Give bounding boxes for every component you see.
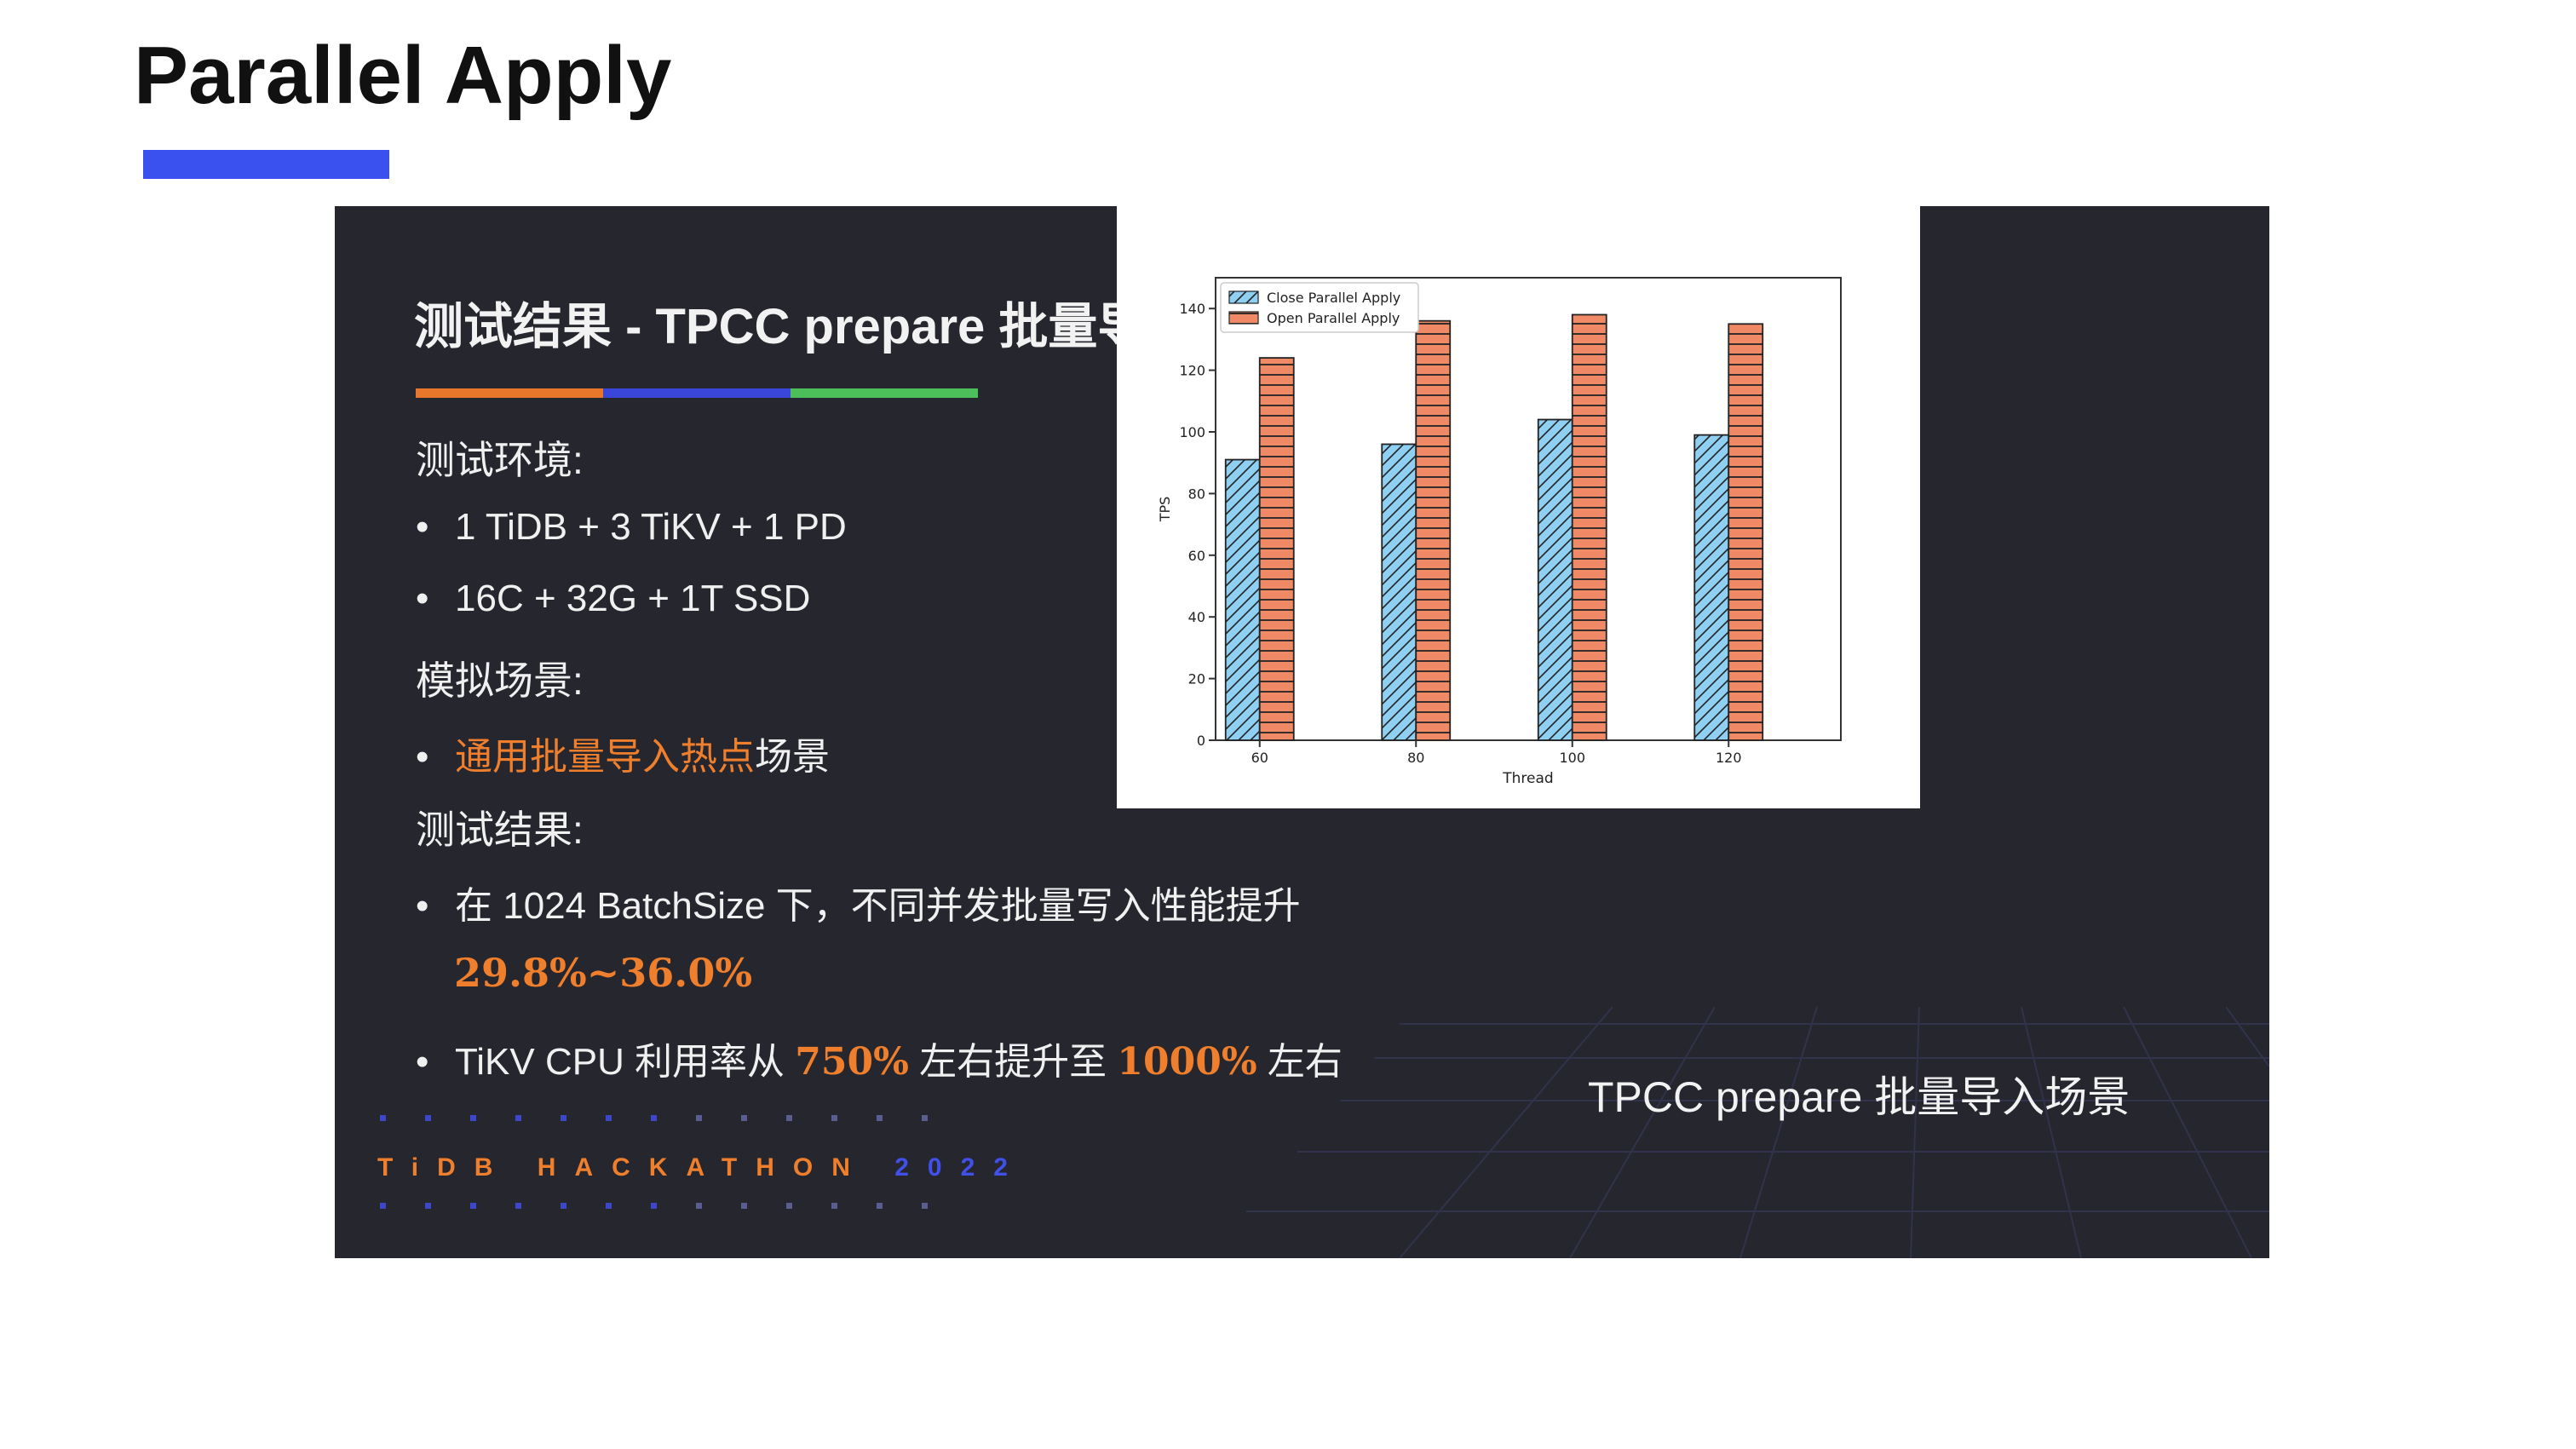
decor-dot (786, 1203, 792, 1209)
result-2-to: 1000% (1117, 1040, 1257, 1084)
env-heading: 测试环境: (416, 438, 584, 482)
x-tick-label: 100 (1559, 750, 1585, 766)
bar-open-120 (1728, 323, 1764, 741)
hackathon-year: 2022 (894, 1153, 1026, 1182)
legend-swatch (1228, 311, 1259, 325)
y-tick-label: 140 (1179, 301, 1205, 317)
y-tick-label: 20 (1188, 671, 1205, 687)
perspective-grid-decoration (1246, 1006, 2269, 1258)
scenario-heading: 模拟场景: (416, 658, 584, 703)
decor-dot (561, 1203, 566, 1209)
result-heading: 测试结果: (416, 808, 584, 852)
decor-dot (696, 1115, 702, 1121)
x-tick-label: 120 (1716, 750, 1742, 766)
decor-dot (470, 1203, 476, 1209)
bullet-dot: • (416, 736, 429, 778)
bullet-dot: • (416, 506, 429, 548)
x-axis-label: Thread (1502, 770, 1553, 787)
env-item-1: • 1 TiDB + 3 TiKV + 1 PD (416, 506, 847, 549)
bullet-dot: • (416, 1041, 429, 1083)
y-tick-label: 120 (1179, 363, 1205, 379)
decor-dot (741, 1115, 747, 1121)
result-1-value: 29.8%~36.0% (454, 950, 753, 996)
legend-swatch (1228, 290, 1259, 304)
decor-dot (515, 1203, 521, 1209)
legend-label: Close Parallel Apply (1267, 290, 1400, 306)
bar-open-60 (1258, 357, 1295, 741)
bar-close-100 (1537, 418, 1573, 741)
hackathon-tidb: TiDB (377, 1153, 512, 1182)
bar-open-100 (1571, 313, 1607, 741)
result-1-text: 在 1024 BatchSize 下，不同并发批量写入性能提升 (455, 885, 1301, 927)
decor-dot (741, 1203, 747, 1209)
decor-dot (515, 1115, 521, 1121)
tps-chart: 0 20 40 60 80 100 120 140 60 80 100 120 Thread TPS Clo… (1117, 206, 1920, 808)
divider-segment-green (791, 388, 978, 398)
decor-dot (922, 1115, 928, 1121)
result-item-2: • TiKV CPU 利用率从 750% 左右提升至 1000% 左右 (416, 1031, 1343, 1085)
decor-dot (651, 1115, 657, 1121)
divider-segment-orange (416, 388, 603, 398)
tricolor-divider (416, 388, 978, 398)
env-item-text: 16C + 32G + 1T SSD (455, 578, 811, 619)
bar-close-80 (1381, 443, 1417, 741)
y-tick-label: 100 (1179, 424, 1205, 440)
page-title: Parallel Apply (134, 30, 672, 121)
bullet-dot: • (416, 578, 429, 619)
result-2-from: 750% (795, 1040, 909, 1084)
result-2-suffix: 左右 (1256, 1041, 1343, 1083)
scenario-rest: 场景 (755, 736, 830, 778)
decor-dot (561, 1115, 566, 1121)
decor-dot (651, 1203, 657, 1209)
x-tick-label: 80 (1407, 750, 1424, 766)
result-2-prefix: TiKV CPU 利用率从 (455, 1041, 796, 1083)
bar-close-60 (1224, 458, 1261, 741)
title-accent-bar (143, 150, 389, 179)
dot-row-top (380, 1115, 928, 1121)
chart-caption: TPCC prepare 批量导入场景 (1588, 1073, 2130, 1121)
decor-dot (877, 1115, 883, 1121)
decor-dot (380, 1203, 386, 1209)
x-tick-label: 60 (1251, 750, 1268, 766)
result-item-1: • 在 1024 BatchSize 下，不同并发批量写入性能提升 (416, 875, 1301, 929)
legend-label: Open Parallel Apply (1267, 310, 1400, 326)
hackathon-word: HACKATHON (537, 1153, 869, 1182)
y-tick-label: 40 (1188, 609, 1205, 625)
decor-dot (831, 1115, 837, 1121)
scenario-highlight: 通用批量导入热点 (455, 736, 755, 778)
env-item-2: • 16C + 32G + 1T SSD (416, 578, 810, 620)
decor-dot (470, 1115, 476, 1121)
legend-box (1220, 282, 1419, 333)
decor-dot (425, 1115, 431, 1121)
slide-title: 测试结果 - TPCC prepare 批量导入 (414, 299, 1197, 354)
decor-dot (831, 1203, 837, 1209)
bullet-dot: • (416, 885, 429, 927)
bar-close-120 (1693, 434, 1730, 741)
decor-dot (696, 1203, 702, 1209)
y-tick-label: 60 (1188, 548, 1205, 564)
dot-row-bottom (380, 1203, 928, 1209)
y-tick-label: 0 (1197, 733, 1205, 749)
y-axis-label: TPS (1157, 497, 1173, 523)
decor-dot (606, 1115, 612, 1121)
plot-frame (1215, 277, 1842, 741)
divider-segment-blue (603, 388, 791, 398)
decor-dot (425, 1203, 431, 1209)
decor-dot (877, 1203, 883, 1209)
decor-dot (606, 1203, 612, 1209)
hackathon-banner: TiDB HACKATHON 2022 (377, 1153, 1026, 1182)
bar-open-80 (1415, 319, 1452, 741)
decor-dot (380, 1115, 386, 1121)
env-item-text: 1 TiDB + 3 TiKV + 1 PD (455, 506, 847, 548)
tps-chart-svg: 0 20 40 60 80 100 120 140 60 80 100 120 Thread TPS Clo… (1157, 277, 1842, 787)
result-2-mid: 左右提升至 (908, 1041, 1118, 1083)
decor-dot (922, 1203, 928, 1209)
scenario-item: • 通用批量导入热点场景 (416, 726, 830, 780)
y-tick-label: 80 (1188, 486, 1205, 502)
decor-dot (786, 1115, 792, 1121)
